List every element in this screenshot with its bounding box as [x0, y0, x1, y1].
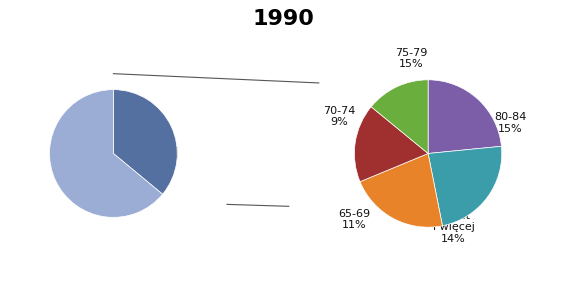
Wedge shape: [49, 90, 163, 217]
Text: 80-84
15%: 80-84 15%: [494, 112, 527, 134]
Text: 1990: 1990: [252, 9, 315, 29]
Wedge shape: [360, 154, 442, 227]
Text: 75-79
15%: 75-79 15%: [395, 48, 428, 69]
Wedge shape: [371, 80, 428, 154]
Wedge shape: [428, 146, 502, 226]
Text: 85 lat
i więcej
14%: 85 lat i więcej 14%: [433, 211, 475, 244]
Text: 0-64
36%: 0-64 36%: [18, 139, 45, 168]
Text: 65 lat
i więcej
64%: 65 lat i więcej 64%: [134, 132, 178, 175]
Wedge shape: [354, 107, 428, 182]
Text: 70-74
9%: 70-74 9%: [323, 106, 356, 127]
Wedge shape: [113, 90, 177, 194]
Text: 65-69
11%: 65-69 11%: [338, 209, 370, 230]
Wedge shape: [428, 80, 501, 154]
